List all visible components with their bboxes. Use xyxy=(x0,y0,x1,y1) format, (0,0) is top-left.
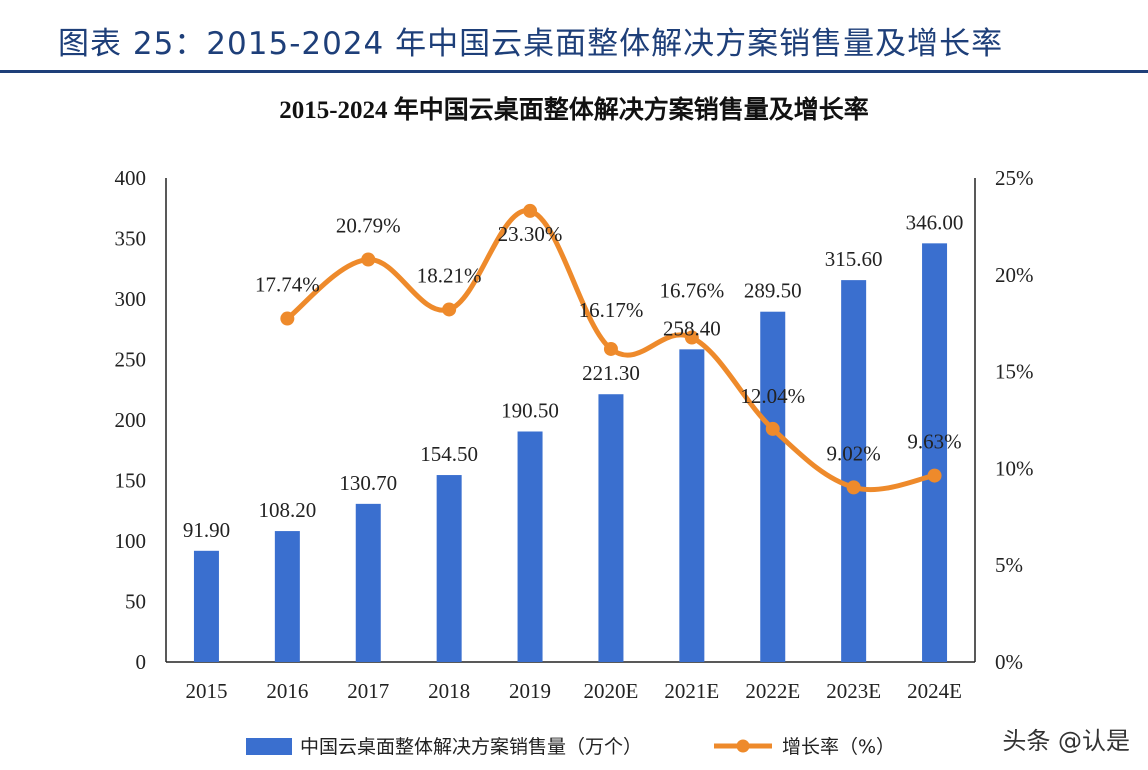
growth-point-2022E xyxy=(765,421,780,436)
bar-2017 xyxy=(355,503,381,662)
right-tick-20%: 20% xyxy=(995,263,1034,287)
growth-label-2024E: 9.63% xyxy=(907,430,961,454)
right-tick-25%: 25% xyxy=(995,166,1034,190)
left-tick-300: 300 xyxy=(115,287,147,311)
growth-point-2018 xyxy=(442,302,457,317)
x-tick-2017: 2017 xyxy=(347,679,389,703)
figure-title: 图表 25：2015-2024 年中国云桌面整体解决方案销售量及增长率 xyxy=(58,26,1004,62)
watermark: 头条 @认是 xyxy=(1002,727,1130,755)
left-tick-350: 350 xyxy=(115,227,147,251)
growth-point-2023E xyxy=(846,480,861,495)
left-tick-100: 100 xyxy=(115,529,147,553)
x-tick-2019: 2019 xyxy=(509,679,551,703)
bar-label-2024E: 346.00 xyxy=(906,210,964,234)
legend-line-marker xyxy=(736,739,750,753)
legend-bar-label: 中国云桌面整体解决方案销售量（万个） xyxy=(300,736,642,758)
legend-bar-swatch xyxy=(246,738,292,755)
axis-ticks: 0 50 100 150 200 250 300 350 400 0% 5% 10% 15% 20% 25%… xyxy=(115,166,1034,703)
growth-point-2020E xyxy=(603,341,618,356)
legend: 中国云桌面整体解决方案销售量（万个） 增长率（%） xyxy=(246,736,895,758)
bar-label-2017: 130.70 xyxy=(339,471,397,495)
bar-series xyxy=(193,243,948,662)
right-tick-15%: 15% xyxy=(995,360,1034,384)
right-tick-0%: 0% xyxy=(995,650,1023,674)
left-tick-50: 50 xyxy=(125,590,146,614)
bar-label-2019: 190.50 xyxy=(501,398,559,422)
left-tick-150: 150 xyxy=(115,469,147,493)
bar-2019 xyxy=(517,431,543,662)
left-tick-0: 0 xyxy=(136,650,147,674)
growth-label-2022E: 12.04% xyxy=(740,384,805,408)
bar-2020E xyxy=(598,394,624,662)
bar-2016 xyxy=(274,531,300,662)
legend-line-label: 增长率（%） xyxy=(782,736,895,758)
growth-label-2017: 20.79% xyxy=(336,214,401,238)
growth-label-2021E: 16.76% xyxy=(659,279,724,303)
growth-point-2016 xyxy=(280,311,295,326)
data-labels: 91.90 108.20 130.70 154.50 190.50 221.30 258.4… xyxy=(183,210,964,541)
title-rule xyxy=(0,70,1148,73)
growth-label-2019: 23.30% xyxy=(498,222,563,246)
bar-label-2018: 154.50 xyxy=(420,442,478,466)
x-tick-2018: 2018 xyxy=(428,679,470,703)
growth-line-series xyxy=(280,203,942,495)
bar-label-2016: 108.20 xyxy=(258,498,316,522)
x-tick-2024E: 2024E xyxy=(907,679,962,703)
left-tick-250: 250 xyxy=(115,348,147,372)
chart-title: 2015-2024 年中国云桌面整体解决方案销售量及增长率 xyxy=(279,95,869,124)
right-tick-10%: 10% xyxy=(995,456,1034,480)
bar-2018 xyxy=(436,475,462,662)
bar-2024E xyxy=(922,243,948,662)
x-tick-2023E: 2023E xyxy=(826,679,881,703)
growth-line xyxy=(285,208,936,493)
x-tick-2016: 2016 xyxy=(266,679,308,703)
bar-2022E xyxy=(760,311,786,662)
bar-2021E xyxy=(679,349,705,662)
x-tick-2015: 2015 xyxy=(185,679,227,703)
growth-label-2020E: 16.17% xyxy=(579,298,644,322)
bar-label-2022E: 289.50 xyxy=(744,279,802,303)
right-tick-5%: 5% xyxy=(995,553,1023,577)
bar-label-2021E: 258.40 xyxy=(663,316,721,340)
growth-point-2024E xyxy=(927,468,942,483)
x-tick-2022E: 2022E xyxy=(745,679,800,703)
growth-label-2018: 18.21% xyxy=(417,263,482,287)
growth-point-2021E xyxy=(684,330,699,345)
growth-point-2017 xyxy=(361,252,376,267)
x-tick-2020E: 2020E xyxy=(584,679,639,703)
bar-label-2020E: 221.30 xyxy=(582,361,640,385)
bar-label-2015: 91.90 xyxy=(183,518,230,542)
x-tick-2021E: 2021E xyxy=(664,679,719,703)
bar-label-2023E: 315.60 xyxy=(825,247,883,271)
growth-label-2016: 17.74% xyxy=(255,273,320,297)
bar-2023E xyxy=(841,280,867,662)
left-tick-200: 200 xyxy=(115,408,147,432)
growth-label-2023E: 9.02% xyxy=(827,441,881,465)
bar-2015 xyxy=(193,550,219,662)
growth-point-2019 xyxy=(523,203,538,218)
left-tick-400: 400 xyxy=(115,166,147,190)
